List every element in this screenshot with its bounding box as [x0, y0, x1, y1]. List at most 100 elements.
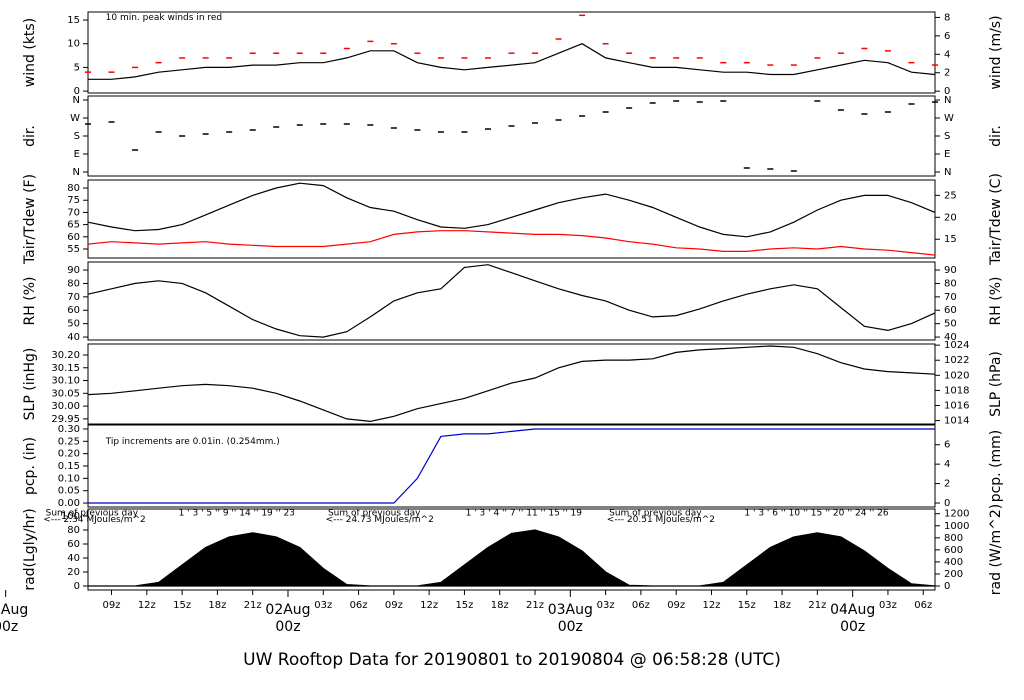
x-tick-label: 21z: [808, 600, 826, 611]
y-tick-label: 80: [67, 183, 80, 194]
series-line: [87, 182, 936, 238]
panel-frame: [87, 95, 936, 177]
y-tick-label: 40: [67, 553, 80, 564]
panel-frame: [87, 343, 936, 425]
y-tick-label: 0.10: [58, 473, 80, 484]
y-tick-label: 60: [67, 232, 80, 243]
y2-tick-label: 2: [944, 68, 950, 79]
x-tick-label: 18z: [208, 600, 226, 611]
x-tick-label: 15z: [738, 600, 756, 611]
day-time-label: 00z: [275, 619, 300, 635]
x-tick-label: 03z: [597, 600, 615, 611]
y2-tick-label: S: [944, 131, 950, 142]
y-axis-label: SLP (inHg): [22, 348, 38, 421]
x-tick-label: 18z: [773, 600, 791, 611]
annotation: <--- 20.51 MJoules/m^2: [607, 515, 715, 525]
y-tick-label: 30.20: [51, 350, 80, 361]
day-time-label: 00z: [840, 619, 865, 635]
y-axis-label: RH (%): [22, 277, 38, 326]
y2-tick-label: 6: [944, 440, 950, 451]
y-tick-label: 100: [61, 511, 80, 522]
annotation: Sum of previous day: [328, 509, 421, 519]
annotation: Sum of previous day: [46, 509, 139, 519]
y-tick-label: 55: [67, 244, 80, 255]
y2-tick-label: 20: [944, 212, 957, 223]
y2-tick-label: 60: [944, 305, 957, 316]
y-tick-label: 30.10: [51, 376, 80, 387]
y2-tick-label: 1000: [944, 521, 969, 532]
y2-tick-label: 1020: [944, 370, 969, 381]
x-tick-label: 21z: [526, 600, 544, 611]
y-tick-label: 75: [67, 195, 80, 206]
y-tick-label: W: [70, 113, 80, 124]
annotation: Tip increments are 0.01in. (0.254mm.): [105, 437, 280, 447]
y2-tick-label: 2: [944, 479, 950, 490]
x-tick-label: 06z: [632, 600, 650, 611]
y2-tick-label: 80: [944, 278, 957, 289]
series-line: [88, 428, 935, 504]
radiation-area: [88, 529, 936, 587]
x-tick-label: 09z: [667, 600, 685, 611]
annotation: <--- 24.73 MJoules/m^2: [326, 515, 434, 525]
y-tick-label: N: [73, 95, 80, 106]
x-tick-label: 15z: [173, 600, 191, 611]
x-tick-label: 06z: [350, 600, 368, 611]
x-tick-label: 09z: [385, 600, 403, 611]
y2-tick-label: E: [944, 149, 950, 160]
y-tick-label: 30.05: [51, 388, 80, 399]
y-tick-label: 29.95: [51, 414, 80, 425]
y-tick-label: 0.30: [58, 424, 80, 435]
x-tick-label: 21z: [244, 600, 262, 611]
y2-tick-label: 4: [944, 49, 950, 60]
y-tick-label: 70: [67, 207, 80, 218]
day-label: 01Aug: [0, 602, 28, 618]
y-tick-label: 0.00: [58, 498, 80, 509]
y2-axis-label: dir.: [988, 125, 1004, 147]
panel-frame: [87, 261, 936, 341]
y2-tick-label: 1024: [944, 340, 969, 351]
y2-tick-label: 6: [944, 31, 950, 42]
y2-axis-label: Tair/Tdew (C): [988, 173, 1004, 266]
y2-axis-label: rad (W/m^2): [988, 504, 1004, 595]
x-tick-label: 06z: [914, 600, 932, 611]
y-axis-label: pcp. (in): [22, 437, 38, 495]
y-tick-label: 30.00: [51, 401, 80, 412]
y2-tick-label: 0: [944, 86, 950, 97]
x-tick-label: 12z: [138, 600, 156, 611]
annotation: 1 ' 3 ' 6 '' 10 '' 15 '' 20 '' 24 '' 26: [744, 509, 888, 519]
y-tick-label: 0.05: [58, 486, 80, 497]
y-axis-label: Tair/Tdew (F): [22, 174, 38, 265]
y2-tick-label: 1016: [944, 401, 969, 412]
panel-frame: [87, 179, 936, 259]
annotation: 1 ' 3 ' 4 '' 7 '' 11 '' 15 '' 19: [466, 509, 583, 519]
annotation: 1 ' 3 ' 5 '' 9 '' 14 '' 19 '' 23: [179, 509, 295, 519]
x-tick-label: 03z: [879, 600, 897, 611]
y2-axis-label: RH (%): [988, 277, 1004, 326]
x-tick-label: 09z: [103, 600, 121, 611]
series-line: [87, 230, 936, 256]
y-tick-label: 0: [74, 581, 80, 592]
y2-tick-label: 1014: [944, 416, 969, 427]
y-tick-label: 5: [74, 62, 80, 73]
y2-axis-label: wind (m/s): [988, 15, 1004, 89]
x-tick-label: 15z: [455, 600, 473, 611]
y-axis-label: dir.: [22, 125, 38, 147]
y-axis-label: wind (kts): [22, 18, 38, 87]
day-label: 04Aug: [830, 602, 875, 618]
y-tick-label: 60: [67, 305, 80, 316]
day-label: 02Aug: [265, 602, 310, 618]
annotation: 10 min. peak winds in red: [106, 13, 223, 23]
chart-title: UW Rooftop Data for 20190801 to 20190804…: [243, 650, 781, 670]
y-tick-label: 80: [67, 525, 80, 536]
y-tick-label: 40: [67, 332, 80, 343]
y2-axis-label: SLP (hPa): [988, 351, 1004, 417]
y2-tick-label: 90: [944, 265, 957, 276]
series-line: [88, 43, 936, 80]
annotation: <--- 2.34 MJoules/m^2: [43, 515, 145, 525]
y2-tick-label: N: [944, 95, 951, 106]
y-tick-label: 70: [67, 292, 80, 303]
annotation: Sum of previous day: [609, 509, 702, 519]
y2-tick-label: 400: [944, 557, 963, 568]
y2-tick-label: 8: [944, 12, 950, 23]
